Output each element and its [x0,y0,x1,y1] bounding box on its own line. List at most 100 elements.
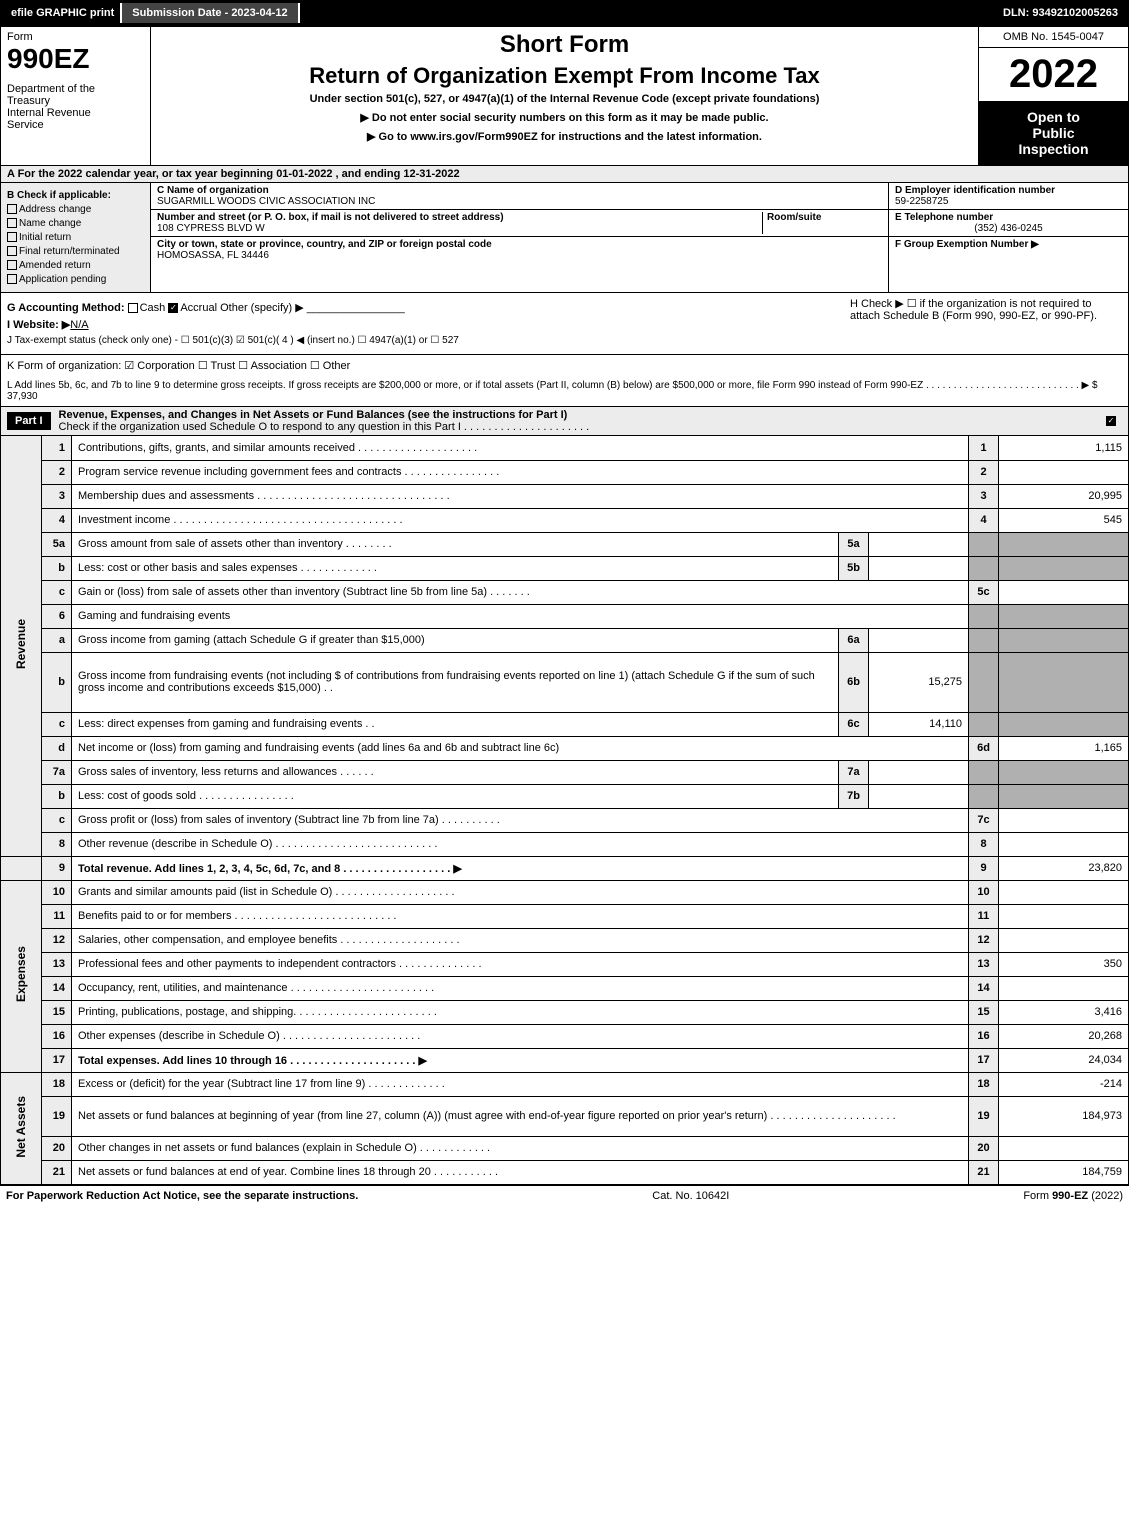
l6-d: Gaming and fundraising events [72,604,969,628]
efile-label[interactable]: efile GRAPHIC print [5,5,120,21]
room-label: Room/suite [767,212,821,223]
l1-num: 1 [969,436,999,460]
l5a-sn: 5a [839,532,869,556]
check-initial-return[interactable]: Initial return [7,232,144,243]
l4-num: 4 [969,508,999,532]
l18-v: -214 [999,1072,1129,1096]
instruction-ssn: ▶ Do not enter social security numbers o… [155,111,974,124]
l10-d: Grants and similar amounts paid (list in… [72,880,969,904]
row-g: G Accounting Method: Cash Accrual Other … [7,301,842,314]
l7a-sv [869,760,969,784]
l6c-shade [969,712,999,736]
l17-n: 17 [42,1048,72,1072]
check-amended-return[interactable]: Amended return [7,260,144,271]
check-address-change[interactable]: Address change [7,204,144,215]
header-center: Short Form Return of Organization Exempt… [151,27,978,165]
l7b-sn: 7b [839,784,869,808]
l1-n: 1 [42,436,72,460]
l7a-shade [969,760,999,784]
l6c-shade2 [999,712,1129,736]
row-k: K Form of organization: ☑ Corporation ☐ … [0,355,1129,376]
l5b-d: Less: cost or other basis and sales expe… [72,556,839,580]
footer-right: Form 990-EZ (2022) [1023,1190,1123,1202]
l3-num: 3 [969,484,999,508]
l17-num: 17 [969,1048,999,1072]
page-footer: For Paperwork Reduction Act Notice, see … [0,1185,1129,1206]
l19-n: 19 [42,1096,72,1136]
org-name: SUGARMILL WOODS CIVIC ASSOCIATION INC [157,196,375,207]
l13-d: Professional fees and other payments to … [72,952,969,976]
instruction-link[interactable]: ▶ Go to www.irs.gov/Form990EZ for instru… [155,130,974,143]
street-row: Number and street (or P. O. box, if mail… [151,210,888,237]
phone-value: (352) 436-0245 [895,223,1122,234]
check-final-return[interactable]: Final return/terminated [7,246,144,257]
l6a-sv [869,628,969,652]
tax-year: 2022 [979,48,1128,101]
l6a-shade2 [999,628,1129,652]
l5c-v [999,580,1129,604]
l21-v: 184,759 [999,1160,1129,1184]
l6b-n: b [42,652,72,712]
open-line3: Inspection [1018,141,1088,157]
l6c-d: Less: direct expenses from gaming and fu… [72,712,839,736]
l16-n: 16 [42,1024,72,1048]
l7c-d: Gross profit or (loss) from sales of inv… [72,808,969,832]
l1-d: Contributions, gifts, grants, and simila… [72,436,969,460]
open-line1: Open to [1027,109,1080,125]
l6c-n: c [42,712,72,736]
l6d-num: 6d [969,736,999,760]
l6a-d: Gross income from gaming (attach Schedul… [72,628,839,652]
l7c-v [999,808,1129,832]
phone-row: E Telephone number (352) 436-0245 [889,210,1128,237]
footer-left: For Paperwork Reduction Act Notice, see … [6,1190,358,1202]
l4-d: Investment income . . . . . . . . . . . … [72,508,969,532]
department-label: Department of theTreasuryInternal Revenu… [7,83,144,131]
l7b-d: Less: cost of goods sold . . . . . . . .… [72,784,839,808]
l6b-shade [969,652,999,712]
header-left: Form 990EZ Department of theTreasuryInte… [1,27,151,165]
l12-d: Salaries, other compensation, and employ… [72,928,969,952]
accrual-option[interactable]: Accrual [180,302,217,314]
l6b-sn: 6b [839,652,869,712]
group-label: F Group Exemption Number ▶ [895,239,1039,250]
check-name-change[interactable]: Name change [7,218,144,229]
l6c-sv: 14,110 [869,712,969,736]
l7a-shade2 [999,760,1129,784]
check-application-pending[interactable]: Application pending [7,274,144,285]
l20-d: Other changes in net assets or fund bala… [72,1136,969,1160]
l17-d: Total expenses. Add lines 10 through 16 … [72,1048,969,1072]
l5a-shade [969,532,999,556]
l21-d: Net assets or fund balances at end of ye… [72,1160,969,1184]
other-option[interactable]: Other (specify) ▶ [220,302,304,314]
l16-num: 16 [969,1024,999,1048]
l19-v: 184,973 [999,1096,1129,1136]
l3-d: Membership dues and assessments . . . . … [72,484,969,508]
l10-n: 10 [42,880,72,904]
l5b-shade2 [999,556,1129,580]
l5a-sv [869,532,969,556]
l2-num: 2 [969,460,999,484]
l15-d: Printing, publications, postage, and shi… [72,1000,969,1024]
l9-d: Total revenue. Add lines 1, 2, 3, 4, 5c,… [72,856,969,880]
part1-checkbox[interactable] [1102,415,1122,427]
l2-d: Program service revenue including govern… [72,460,969,484]
l7b-sv [869,784,969,808]
l5c-d: Gain or (loss) from sale of assets other… [72,580,969,604]
l6a-sn: 6a [839,628,869,652]
l14-n: 14 [42,976,72,1000]
l4-v: 545 [999,508,1129,532]
l21-num: 21 [969,1160,999,1184]
cash-option[interactable]: Cash [140,302,166,314]
street-label: Number and street (or P. O. box, if mail… [157,212,504,223]
section-bcd: B Check if applicable: Address change Na… [0,183,1129,293]
l5b-sn: 5b [839,556,869,580]
l12-num: 12 [969,928,999,952]
footer-center: Cat. No. 10642I [358,1190,1023,1202]
l20-num: 20 [969,1136,999,1160]
l7b-shade2 [999,784,1129,808]
l5b-sv [869,556,969,580]
city-value: HOMOSASSA, FL 34446 [157,250,269,261]
l9-v: 23,820 [999,856,1129,880]
l6b-d: Gross income from fundraising events (no… [72,652,839,712]
ein-label: D Employer identification number [895,185,1055,196]
